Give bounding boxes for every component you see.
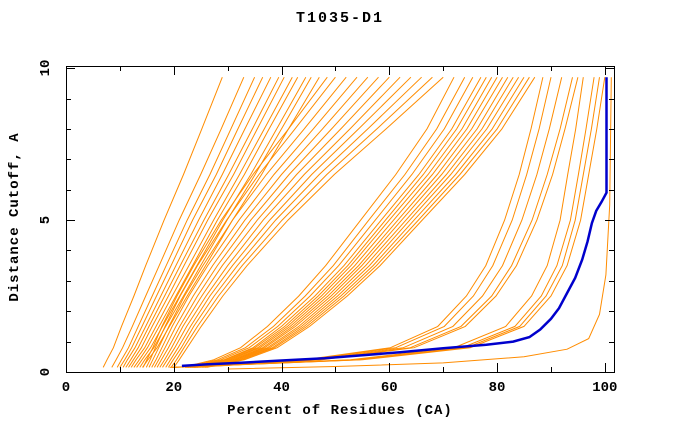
prediction-curve <box>187 77 552 368</box>
x-tick-label: 20 <box>165 380 183 396</box>
prediction-curve <box>159 76 390 368</box>
x-axis-label: Percent of Residues (CA) <box>227 403 453 419</box>
prediction-curve <box>204 76 530 368</box>
y-tick-label: 0 <box>38 367 54 377</box>
prediction-curve <box>185 77 544 368</box>
y-axis-label: Distance Cutoff, A <box>7 132 23 302</box>
prediction-curve <box>165 76 412 368</box>
prediction-curve <box>206 76 536 368</box>
prediction-curve <box>200 76 514 368</box>
x-tick-label: 40 <box>273 380 290 396</box>
prediction-curve <box>148 76 347 368</box>
prediction-curve <box>128 76 285 368</box>
prediction-curve <box>142 76 328 368</box>
prediction-curve <box>188 76 474 368</box>
prediction-curve <box>182 76 455 368</box>
x-tick-label: 0 <box>61 380 71 396</box>
prediction-curve <box>125 76 280 368</box>
prediction-curve <box>191 76 487 368</box>
prediction-curve <box>195 76 498 368</box>
prediction-curve <box>173 76 444 368</box>
prediction-curve <box>151 76 358 368</box>
prediction-curve <box>119 76 264 368</box>
prediction-curve <box>170 76 433 368</box>
y-tick-label: 10 <box>38 59 54 77</box>
prediction-curve <box>203 76 525 368</box>
highlight-curve <box>181 77 608 368</box>
y-tick-label: 5 <box>38 215 54 225</box>
prediction-curve <box>190 76 482 368</box>
prediction-curve <box>162 76 401 368</box>
prediction-curve <box>111 76 245 368</box>
chart-title: T1035-D1 <box>295 10 384 27</box>
x-tick-label: 100 <box>592 380 618 396</box>
prediction-curve <box>172 77 600 368</box>
prediction-curve <box>173 77 606 368</box>
prediction-curve <box>201 76 520 368</box>
prediction-curve <box>130 76 293 368</box>
prediction-curve <box>102 77 223 368</box>
prediction-curve <box>167 76 422 368</box>
prediction-curve <box>196 76 503 368</box>
prediction-curve <box>156 76 379 368</box>
prediction-curve <box>185 76 466 368</box>
x-tick-label: 60 <box>380 380 398 396</box>
prediction-curve <box>116 76 256 368</box>
prediction-curve <box>193 76 493 368</box>
prediction-curve <box>189 77 563 368</box>
prediction-curve <box>133 76 299 368</box>
prediction-curve <box>169 77 584 368</box>
x-tick-label: 80 <box>488 380 506 396</box>
prediction-curve <box>122 76 272 368</box>
plot-frame <box>66 66 615 373</box>
prediction-curve <box>153 76 369 368</box>
prediction-curve <box>145 76 336 368</box>
prediction-curve <box>198 76 509 368</box>
